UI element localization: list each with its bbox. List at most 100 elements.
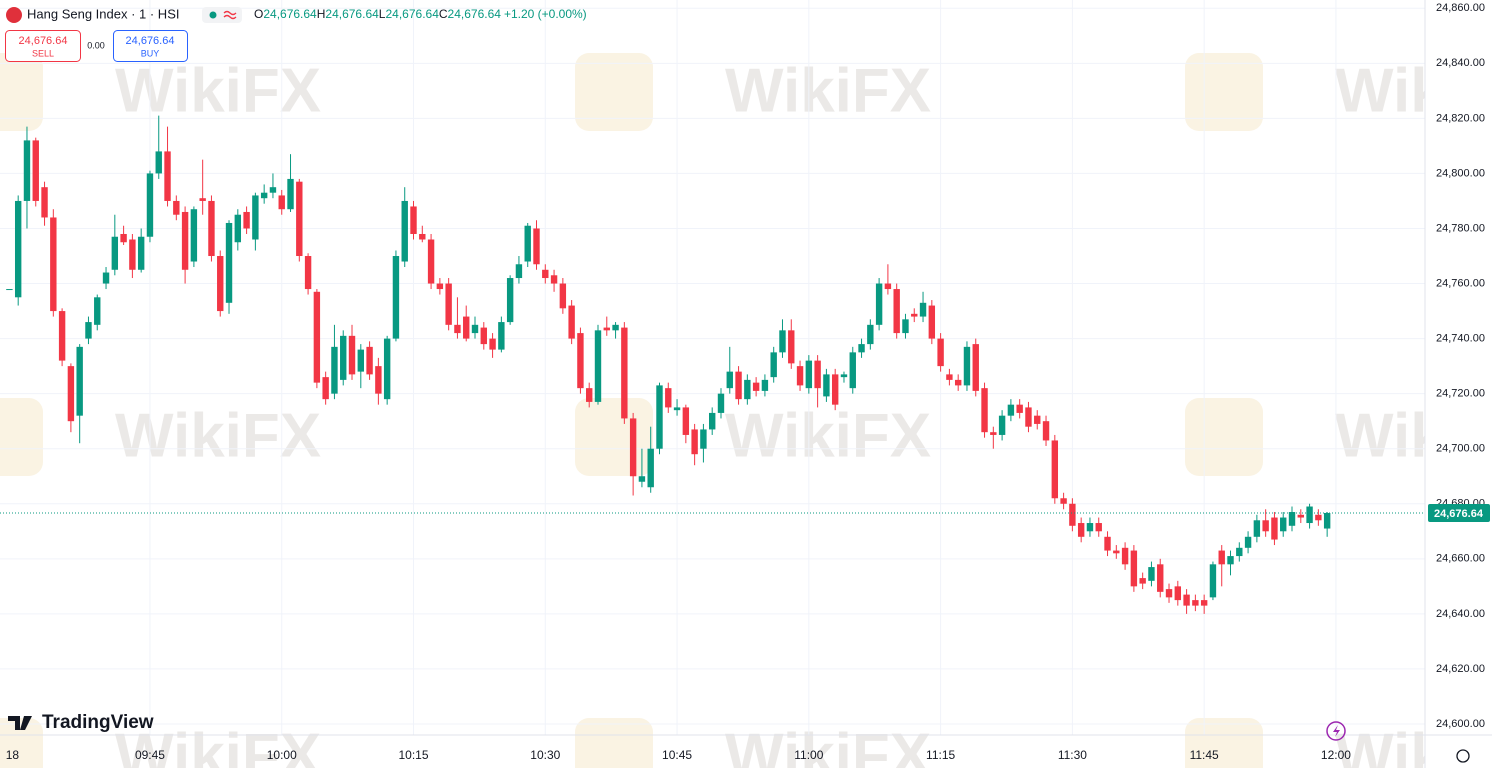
y-tick-label: 24,820.00 bbox=[1436, 112, 1485, 124]
candle-body bbox=[366, 346, 373, 375]
candle-body bbox=[726, 371, 733, 389]
candle-body bbox=[603, 327, 610, 331]
lightning-icon[interactable] bbox=[1326, 721, 1346, 741]
candle-body bbox=[1244, 536, 1252, 548]
settings-icon[interactable] bbox=[1456, 749, 1470, 763]
candle-body bbox=[937, 338, 944, 367]
y-tick-label: 24,600.00 bbox=[1436, 718, 1485, 730]
status-dot bbox=[209, 11, 217, 19]
candle-body bbox=[252, 195, 259, 240]
candle-body bbox=[120, 233, 127, 243]
buy-button[interactable] bbox=[113, 30, 188, 62]
candle-body bbox=[586, 388, 593, 402]
candle-body bbox=[1113, 550, 1120, 554]
candle-body bbox=[1077, 523, 1085, 537]
candle-body bbox=[1007, 404, 1015, 416]
candle-body bbox=[849, 352, 856, 389]
candle-body bbox=[875, 283, 883, 325]
candle-body bbox=[779, 330, 786, 353]
candle-body bbox=[946, 374, 953, 380]
watermark: WikiFX bbox=[725, 56, 931, 125]
candle-body bbox=[752, 382, 760, 391]
candle-body bbox=[436, 283, 444, 290]
candle-body bbox=[331, 346, 338, 394]
ohlc-value: 24,676.64 bbox=[448, 7, 502, 21]
candle-body bbox=[990, 432, 997, 435]
candle-body bbox=[972, 344, 979, 391]
candle-body bbox=[621, 327, 628, 419]
candle-body bbox=[1271, 517, 1278, 540]
spread: 0.00 bbox=[87, 40, 105, 50]
watermark: WikiFX bbox=[115, 401, 321, 470]
candle-body bbox=[181, 211, 189, 270]
watermark: WikiFX bbox=[725, 401, 931, 470]
ohlc-text: O24,676.64H24,676.64L24,676.64C24,676.64… bbox=[254, 7, 587, 21]
candle-body bbox=[1025, 407, 1032, 427]
candle-body bbox=[146, 173, 154, 237]
candle-body bbox=[1130, 550, 1138, 587]
candle-body bbox=[1051, 440, 1059, 499]
candle-body bbox=[691, 429, 698, 455]
candle-body bbox=[173, 200, 180, 215]
buy-price: 24,676.64 bbox=[126, 35, 175, 47]
sell-button[interactable] bbox=[5, 30, 81, 62]
watermark-logo bbox=[0, 398, 43, 476]
x-tick-label: 10:45 bbox=[662, 748, 692, 762]
candle-body bbox=[383, 338, 391, 400]
candle-body bbox=[471, 324, 479, 334]
candle-body bbox=[577, 333, 584, 389]
candle-body bbox=[682, 407, 690, 435]
candle-body bbox=[963, 346, 971, 386]
change: +1.20 (+0.00%) bbox=[504, 7, 587, 21]
candle-body bbox=[1253, 520, 1261, 537]
candle-body bbox=[278, 195, 285, 210]
candle-body bbox=[190, 209, 198, 262]
candle-body bbox=[480, 327, 487, 345]
candle-body bbox=[568, 305, 575, 339]
candle-body bbox=[1218, 550, 1225, 565]
candle-body bbox=[893, 289, 900, 334]
last-price-label: 24,676.64 bbox=[1434, 508, 1484, 520]
candle-body bbox=[94, 297, 101, 325]
x-tick-label: 12:00 bbox=[1321, 748, 1351, 762]
candle-body bbox=[14, 200, 22, 298]
candle-body bbox=[322, 377, 329, 400]
candle-body bbox=[208, 200, 215, 257]
candle-body bbox=[155, 151, 162, 174]
candle-body bbox=[67, 366, 75, 422]
candle-body bbox=[23, 140, 31, 201]
candle-body bbox=[656, 385, 663, 449]
candle-body bbox=[392, 256, 400, 339]
candle-body bbox=[269, 187, 277, 193]
y-tick-label: 24,760.00 bbox=[1436, 277, 1485, 289]
candle-body bbox=[981, 388, 988, 433]
candle-body bbox=[1148, 567, 1155, 581]
candle-body bbox=[1016, 404, 1023, 413]
candle-body bbox=[911, 313, 918, 317]
candle-body bbox=[1262, 520, 1269, 532]
candle-body bbox=[638, 476, 646, 482]
watermark-logo bbox=[575, 718, 653, 768]
candle-body bbox=[1086, 523, 1094, 532]
candle-body bbox=[340, 335, 347, 380]
x-tick-label: 10:15 bbox=[398, 748, 428, 762]
candle-body bbox=[129, 239, 136, 270]
y-tick-label: 24,640.00 bbox=[1436, 608, 1485, 620]
candle-body bbox=[1121, 547, 1129, 565]
candle-body bbox=[419, 233, 426, 240]
candle-body bbox=[1174, 586, 1182, 601]
candle-body bbox=[506, 278, 514, 323]
candle-body bbox=[410, 206, 417, 234]
sell-label: SELL bbox=[32, 48, 54, 58]
candle-body bbox=[287, 178, 294, 210]
tv-logo bbox=[8, 716, 32, 730]
y-tick-label: 24,620.00 bbox=[1436, 663, 1485, 675]
watermark: WikiFX bbox=[725, 721, 931, 768]
candle-body bbox=[709, 412, 716, 430]
ohlc-value: 24,676.64 bbox=[325, 7, 379, 21]
candle-body bbox=[1104, 536, 1111, 551]
candle-body bbox=[647, 448, 654, 488]
candle-body bbox=[489, 338, 496, 350]
candle-body bbox=[533, 228, 540, 265]
